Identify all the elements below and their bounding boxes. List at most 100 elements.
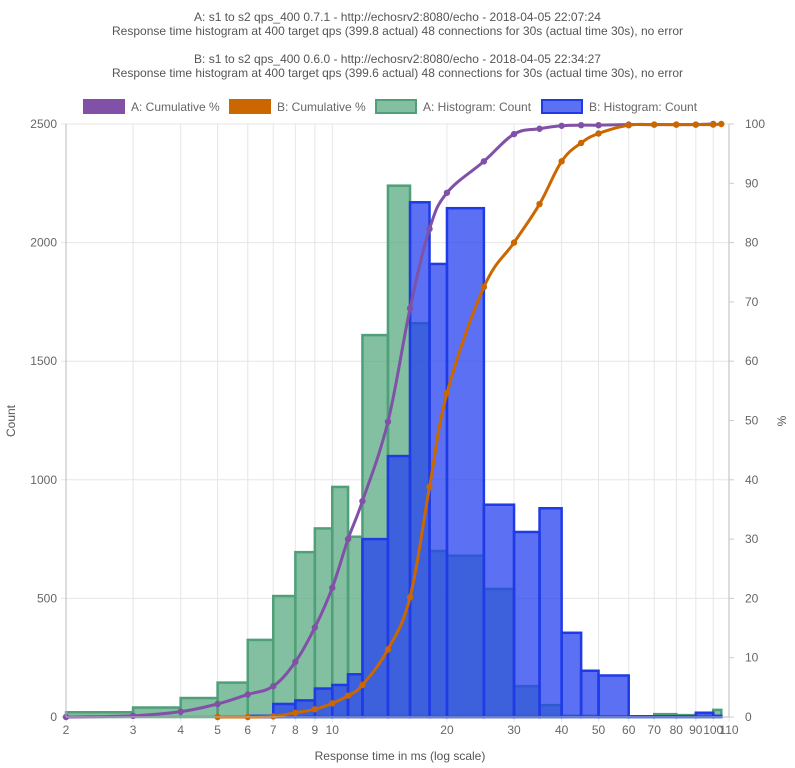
legend-item-b-cumulative-label: B: Cumulative % <box>277 100 366 114</box>
cumulative-a-point-11 <box>384 418 392 425</box>
cumulative-b-point-16 <box>577 139 585 147</box>
legend[interactable]: A: Cumulative % B: Cumulative % A: Histogr… <box>83 99 698 114</box>
chart-title-line-2: Response time histogram at 400 target qp… <box>112 24 683 38</box>
legend-item-b-cumulative[interactable]: B: Cumulative % <box>229 99 366 114</box>
y-right-tick-label-0: 0 <box>745 710 752 724</box>
y-right-tick-label-6: 60 <box>745 354 759 368</box>
y-left-tick-label-3: 1500 <box>30 354 57 368</box>
x-tick-label-7: 9 <box>312 723 319 737</box>
cumulative-a-point-9 <box>344 535 352 543</box>
legend-item-a-cumulative[interactable]: A: Cumulative % <box>83 99 220 114</box>
cumulative-a-point-2 <box>177 708 184 715</box>
cumulative-a-point-20 <box>595 121 602 129</box>
y-right-tick-label-8: 80 <box>745 236 759 250</box>
cumulative-a-point-7 <box>311 624 319 631</box>
legend-item-b-histogram[interactable]: B: Histogram: Count <box>541 99 698 114</box>
cumulative-a-point-3 <box>214 700 221 708</box>
cumulative-a-path <box>65 122 714 719</box>
histogram-b-bar-7 <box>386 454 412 719</box>
histogram-a-bar-5 <box>272 594 297 719</box>
x-tick-label-15: 80 <box>670 723 684 737</box>
cumulative-b-point-5 <box>329 700 336 707</box>
x-tick-label-16: 90 <box>689 723 703 737</box>
cumulative-a-point-14 <box>443 189 451 196</box>
cumulative-b-point-12 <box>480 283 488 291</box>
cumulative-a-point-17 <box>536 125 543 132</box>
histogram-a-bar-8 <box>331 485 350 719</box>
cumulative-b-point-18 <box>625 121 632 129</box>
cumulative-b-point-17 <box>595 130 602 137</box>
cumulative-a-point-4 <box>244 691 251 698</box>
cumulative-a-point-13 <box>426 225 433 233</box>
x-tick-label-10: 30 <box>507 723 521 737</box>
x-tick-label-0: 2 <box>63 723 70 737</box>
cumulative-b-point-22 <box>710 121 717 128</box>
x-tick-label-1: 3 <box>130 723 137 737</box>
histogram-b-bar-20 <box>694 711 715 719</box>
x-tick-label-6: 8 <box>292 723 299 737</box>
y-left-tick-label-5: 2500 <box>30 117 57 131</box>
cumulative-a-point-16 <box>510 130 518 138</box>
x-tick-label-5: 7 <box>270 723 277 737</box>
histogram-b-bar-15 <box>579 669 600 719</box>
histogram-a-bar-4 <box>246 638 275 719</box>
cumulative-a-point-6 <box>292 658 299 666</box>
legend-item-a-cumulative-swatch <box>83 99 125 114</box>
x-tick-label-12: 50 <box>592 723 606 737</box>
x-tick-label-11: 40 <box>555 723 569 737</box>
cumulative-a-point-10 <box>359 497 366 505</box>
cumulative-a-point-8 <box>329 584 336 591</box>
histogram-b-bar-12 <box>512 530 541 719</box>
y-left-tick-label-4: 2000 <box>30 236 57 250</box>
cumulative-b-point-15 <box>558 158 565 165</box>
histogram-b-bar-13 <box>538 507 563 719</box>
histogram-b-bar-11 <box>482 503 516 719</box>
cumulative-b-point-9 <box>406 594 414 601</box>
cumulative-b-point-23 <box>718 120 725 128</box>
cumulative-b-point-13 <box>510 239 518 246</box>
cumulative-a-point-5 <box>270 682 277 690</box>
cumulative-line-b <box>214 120 725 721</box>
y-axis-right-label: % <box>775 415 789 426</box>
histogram-b-bar-10 <box>445 206 486 719</box>
cumulative-b-point-2 <box>270 713 277 720</box>
histogram-b-bar-6 <box>361 537 390 719</box>
x-tick-label-13: 60 <box>622 723 636 737</box>
y-right-tick-label-7: 70 <box>745 295 759 309</box>
chart-title-line-1: A: s1 to s2 qps_400 0.7.1 - http://echos… <box>194 10 601 24</box>
legend-item-b-histogram-label: B: Histogram: Count <box>589 100 698 114</box>
y-right-tick-label-2: 20 <box>745 591 759 605</box>
cumulative-b-point-21 <box>692 121 699 128</box>
y-left-tick-label-0: 0 <box>50 710 57 724</box>
histogram-b-bar-14 <box>560 631 583 719</box>
cumulative-b-point-20 <box>673 121 680 128</box>
histogram-b-bar-9 <box>428 262 449 719</box>
y-right-tick-label-1: 10 <box>745 651 759 665</box>
x-tick-label-9: 20 <box>440 723 454 737</box>
x-tick-label-3: 5 <box>214 723 221 737</box>
histogram-b <box>246 201 723 719</box>
x-tick-label-2: 4 <box>177 723 184 737</box>
cumulative-b-point-11 <box>443 390 451 397</box>
axes: 2 3 4 5 6 7 8 9 10 20 30 40 50 60 70 80 90 10011005001000… <box>30 117 765 737</box>
cumulative-a-point-18 <box>558 122 565 129</box>
cumulative-b-point-3 <box>292 709 299 717</box>
legend-item-a-histogram[interactable]: A: Histogram: Count <box>375 99 532 114</box>
cumulative-a-point-19 <box>577 121 585 129</box>
cumulative-b-point-8 <box>384 646 392 653</box>
cumulative-a-point-1 <box>129 712 137 720</box>
histogram-b-bar-8 <box>408 201 431 719</box>
x-tick-label-18: 110 <box>719 723 738 737</box>
cumulative-b-point-6 <box>344 692 352 699</box>
cumulative-b-point-14 <box>536 200 543 208</box>
y-right-tick-label-5: 50 <box>745 414 759 428</box>
y-right-tick-label-10: 100 <box>745 117 765 131</box>
cumulative-a-point-15 <box>480 158 488 165</box>
y-axis-left-label: Count <box>4 404 18 437</box>
y-right-tick-label-9: 90 <box>745 176 759 190</box>
legend-item-a-cumulative-label: A: Cumulative % <box>131 100 220 114</box>
y-right-tick-label-3: 30 <box>745 532 759 546</box>
x-tick-label-4: 6 <box>244 723 251 737</box>
histogram-b-bar-16 <box>597 674 630 719</box>
